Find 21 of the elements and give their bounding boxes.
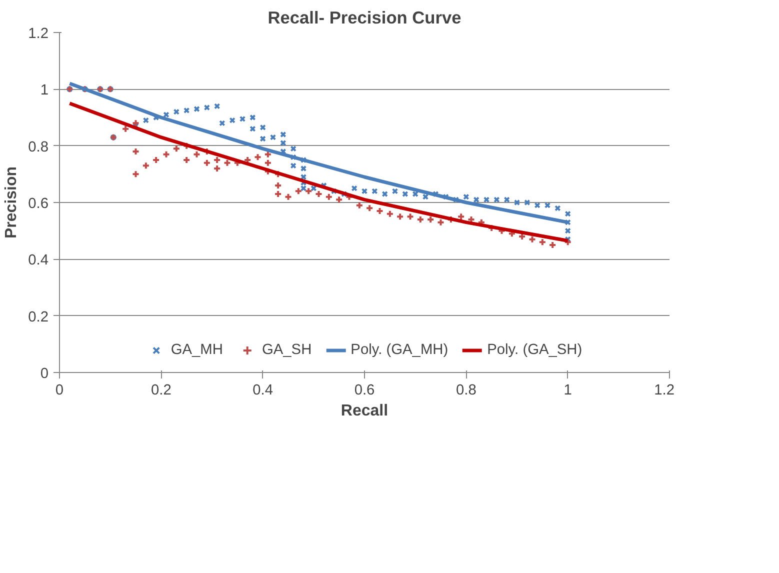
legend-label: GA_MH bbox=[170, 342, 223, 358]
y-tick-label: 1 bbox=[40, 82, 49, 99]
x-tick-label: 0.8 bbox=[456, 382, 476, 398]
y-tick-label: 1.2 bbox=[28, 26, 48, 42]
legend-label: GA_SH bbox=[262, 342, 312, 358]
x-tick-label: 0 bbox=[55, 382, 64, 398]
y-tick-label: 0.6 bbox=[28, 196, 48, 212]
chart-title: Recall- Precision Curve bbox=[268, 8, 462, 28]
x-axis-title: Recall bbox=[340, 402, 388, 420]
x-tick-label: 1.2 bbox=[654, 382, 674, 398]
y-tick-label: 0.4 bbox=[28, 252, 48, 269]
y-axis-title: Precision bbox=[3, 166, 20, 239]
y-tick-label: 0 bbox=[40, 366, 49, 382]
x-tick-label: 0.4 bbox=[252, 382, 274, 398]
x-tick-label: 0.2 bbox=[150, 382, 172, 398]
y-tick-label: 0.8 bbox=[28, 139, 48, 156]
legend-label: Poly. (GA_MH) bbox=[350, 342, 448, 358]
x-tick-label: 1 bbox=[564, 382, 572, 398]
x-tick-label: 0.6 bbox=[354, 382, 375, 398]
y-tick-label: 0.2 bbox=[28, 309, 48, 326]
legend-label: Poly. (GA_SH) bbox=[487, 342, 582, 358]
